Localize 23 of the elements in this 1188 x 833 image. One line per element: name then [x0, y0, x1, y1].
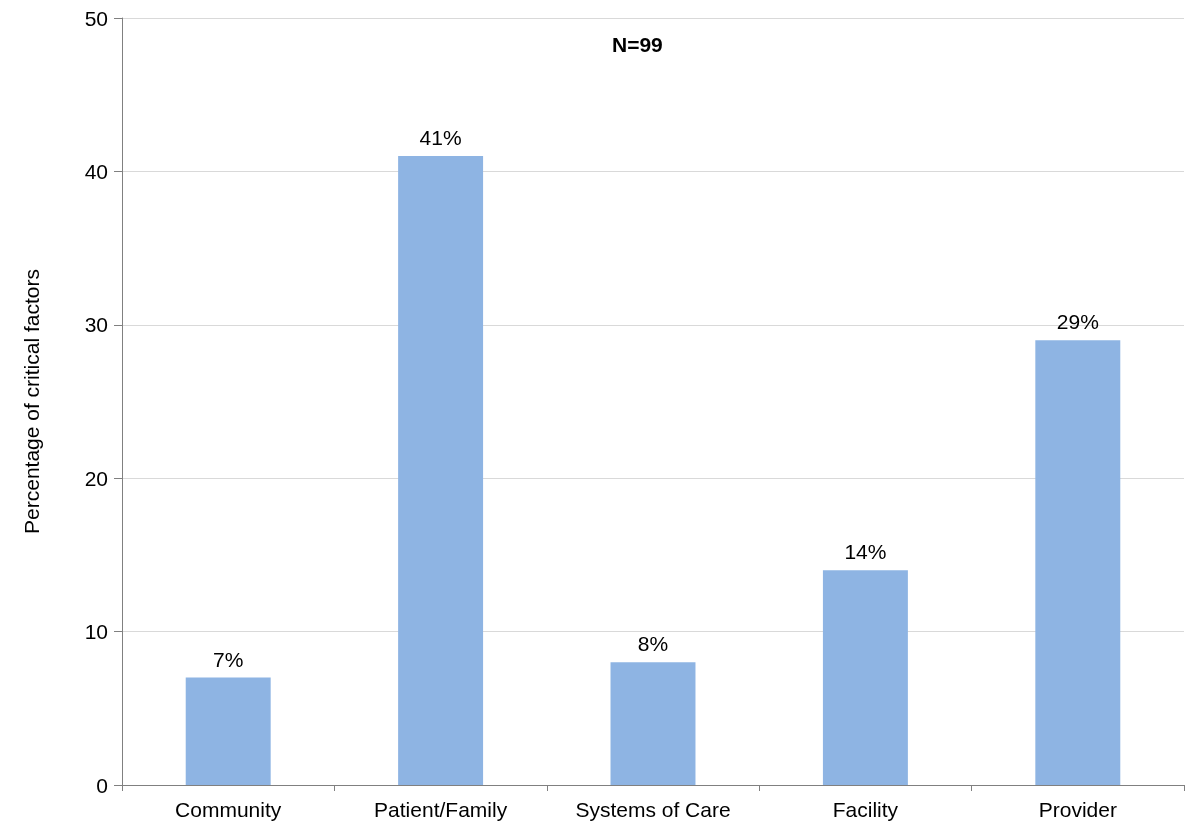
bar [398, 156, 484, 785]
y-tick-label: 30 [84, 313, 108, 337]
x-tick-label: Provider [1038, 798, 1117, 821]
bar [822, 570, 908, 785]
x-tick-label: Patient/Family [374, 798, 508, 821]
y-tick-label: 0 [96, 773, 108, 797]
annotation: N=99 [612, 33, 663, 56]
bar [610, 662, 696, 785]
data-label: 7% [213, 647, 244, 671]
y-axis-title: Percentage of critical factors [20, 269, 43, 534]
x-tick-label: Community [175, 798, 282, 821]
data-label: 29% [1056, 310, 1099, 334]
y-tick-label: 10 [84, 620, 108, 644]
bar [185, 677, 271, 785]
x-tick-label: Facility [832, 798, 899, 821]
y-tick-label: 20 [84, 466, 108, 490]
bar [1035, 340, 1121, 785]
y-tick-label: 50 [84, 6, 108, 30]
data-label: 8% [637, 632, 669, 656]
data-label: 41% [419, 126, 462, 150]
data-label: 14% [844, 540, 887, 564]
y-tick-label: 40 [84, 159, 108, 183]
x-tick-label: Systems of Care [575, 798, 731, 821]
